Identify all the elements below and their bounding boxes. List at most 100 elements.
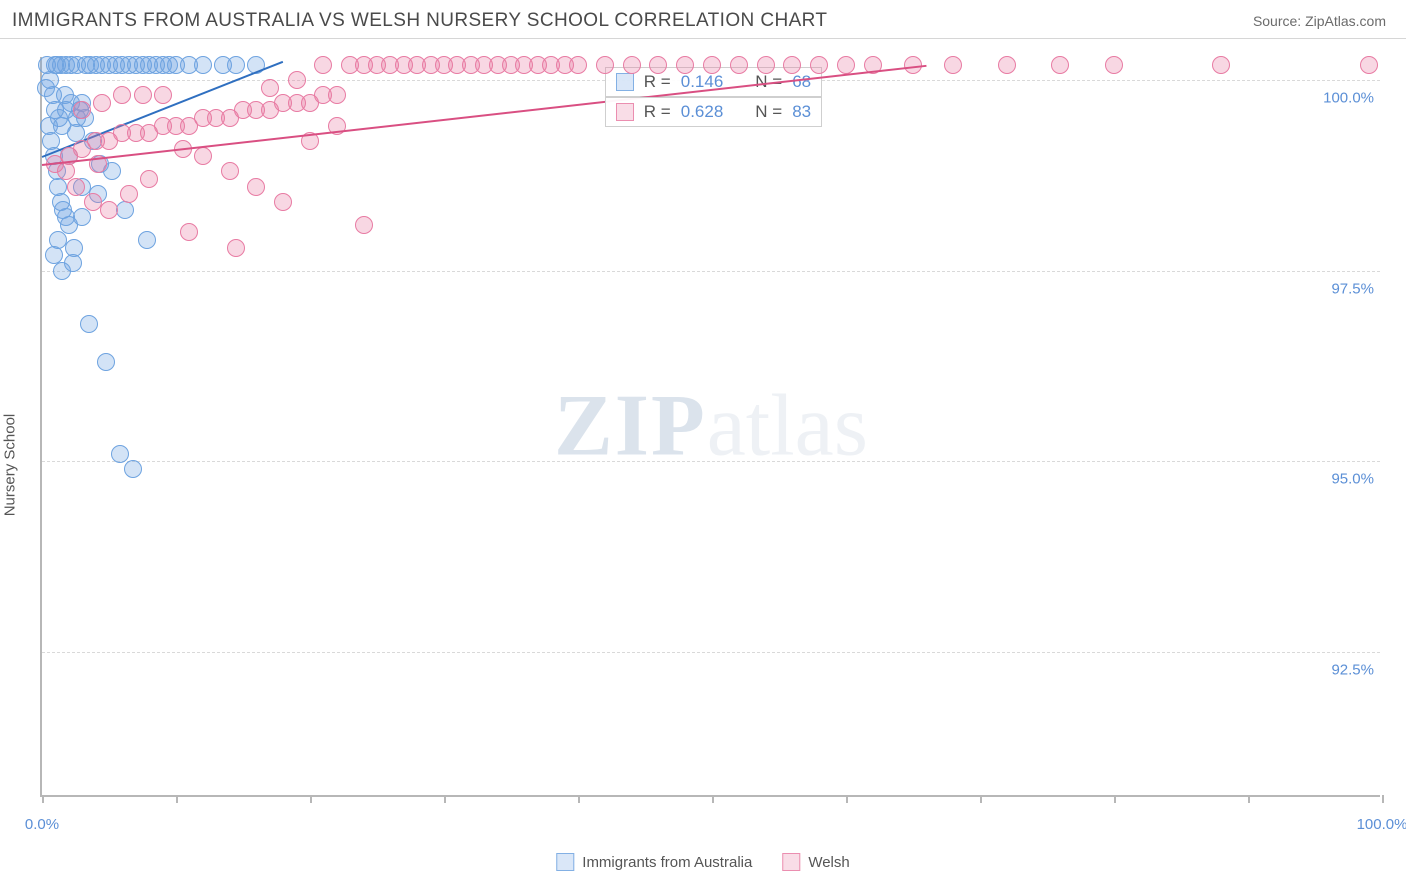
x-tick-label: 100.0% [1357,816,1406,833]
plot-region: ZIPatlas 100.0%97.5%95.0%92.5%0.0%100.0%… [40,57,1380,797]
scatter-marker [1212,56,1230,74]
scatter-marker [73,208,91,226]
scatter-marker [596,56,614,74]
gridline-h [42,461,1380,462]
scatter-marker [57,162,75,180]
scatter-marker [623,56,641,74]
x-tick [578,795,580,803]
stats-n-label: N = [755,102,782,122]
chart-area: Nursery School ZIPatlas 100.0% 97.5% 95.0%… [0,39,1406,891]
scatter-marker [194,147,212,165]
scatter-marker [194,56,212,74]
scatter-marker [703,56,721,74]
stats-box: R = 0.628 N = 83 [605,97,822,127]
scatter-marker [810,56,828,74]
scatter-marker [68,56,86,74]
scatter-marker [44,86,62,104]
y-tick-label: 95.0% [1331,471,1374,488]
scatter-marker [120,185,138,203]
scatter-marker [48,56,66,74]
source-prefix: Source: [1253,13,1305,29]
scatter-marker [314,56,332,74]
scatter-marker [649,56,667,74]
stats-n-value: 68 [792,72,811,92]
scatter-marker [1051,56,1069,74]
scatter-marker [80,315,98,333]
scatter-marker [730,56,748,74]
scatter-marker [73,101,91,119]
legend-item: Immigrants from Australia [556,853,752,871]
scatter-marker [84,193,102,211]
legend-label: Welsh [808,854,849,871]
stats-swatch [616,103,634,121]
scatter-marker [100,201,118,219]
x-tick [1382,795,1384,803]
scatter-marker [134,86,152,104]
scatter-marker [288,71,306,89]
y-axis-title: Nursery School [2,414,19,517]
x-tick [980,795,982,803]
scatter-marker [328,86,346,104]
legend-item: Welsh [782,853,849,871]
scatter-marker [111,445,129,463]
scatter-marker [247,178,265,196]
scatter-marker [837,56,855,74]
x-tick [712,795,714,803]
stats-r-label: R = [644,102,671,122]
y-tick-label: 97.5% [1331,280,1374,297]
legend-swatch [782,853,800,871]
scatter-marker [1360,56,1378,74]
scatter-marker [124,460,142,478]
scatter-marker [138,231,156,249]
scatter-marker [97,353,115,371]
scatter-marker [154,86,172,104]
source-label: Source: ZipAtlas.com [1253,13,1386,29]
legend-swatch [556,853,574,871]
scatter-marker [355,216,373,234]
scatter-marker [116,201,134,219]
stats-r-value: 0.628 [681,102,724,122]
watermark-light: atlas [707,378,868,475]
x-tick [1114,795,1116,803]
chart-header: IMMIGRANTS FROM AUSTRALIA VS WELSH NURSE… [0,0,1406,39]
watermark-bold: ZIP [554,378,707,475]
x-tick-label: 0.0% [25,816,59,833]
source-name: ZipAtlas.com [1305,13,1386,29]
chart-title: IMMIGRANTS FROM AUSTRALIA VS WELSH NURSE… [12,10,827,32]
x-tick [310,795,312,803]
y-tick-label: 92.5% [1331,662,1374,679]
x-tick [1248,795,1250,803]
scatter-marker [341,56,359,74]
x-tick [42,795,44,803]
x-tick [176,795,178,803]
scatter-marker [53,262,71,280]
scatter-marker [221,162,239,180]
scatter-marker [676,56,694,74]
scatter-marker [1105,56,1123,74]
scatter-marker [944,56,962,74]
scatter-marker [113,86,131,104]
scatter-marker [93,94,111,112]
scatter-marker [67,178,85,196]
gridline-h [42,271,1380,272]
scatter-marker [274,193,292,211]
legend-label: Immigrants from Australia [582,854,752,871]
scatter-marker [261,79,279,97]
scatter-marker [998,56,1016,74]
x-tick [444,795,446,803]
x-tick [846,795,848,803]
stats-swatch [616,73,634,91]
scatter-marker [227,239,245,257]
gridline-h [42,652,1380,653]
stats-r-label: R = [644,72,671,92]
scatter-marker [783,56,801,74]
scatter-marker [227,56,245,74]
scatter-marker [140,170,158,188]
scatter-marker [569,56,587,74]
legend-bottom: Immigrants from Australia Welsh [556,853,849,871]
scatter-marker [757,56,775,74]
scatter-marker [180,223,198,241]
scatter-marker [65,239,83,257]
stats-n-value: 83 [792,102,811,122]
y-tick-label: 100.0% [1323,89,1374,106]
